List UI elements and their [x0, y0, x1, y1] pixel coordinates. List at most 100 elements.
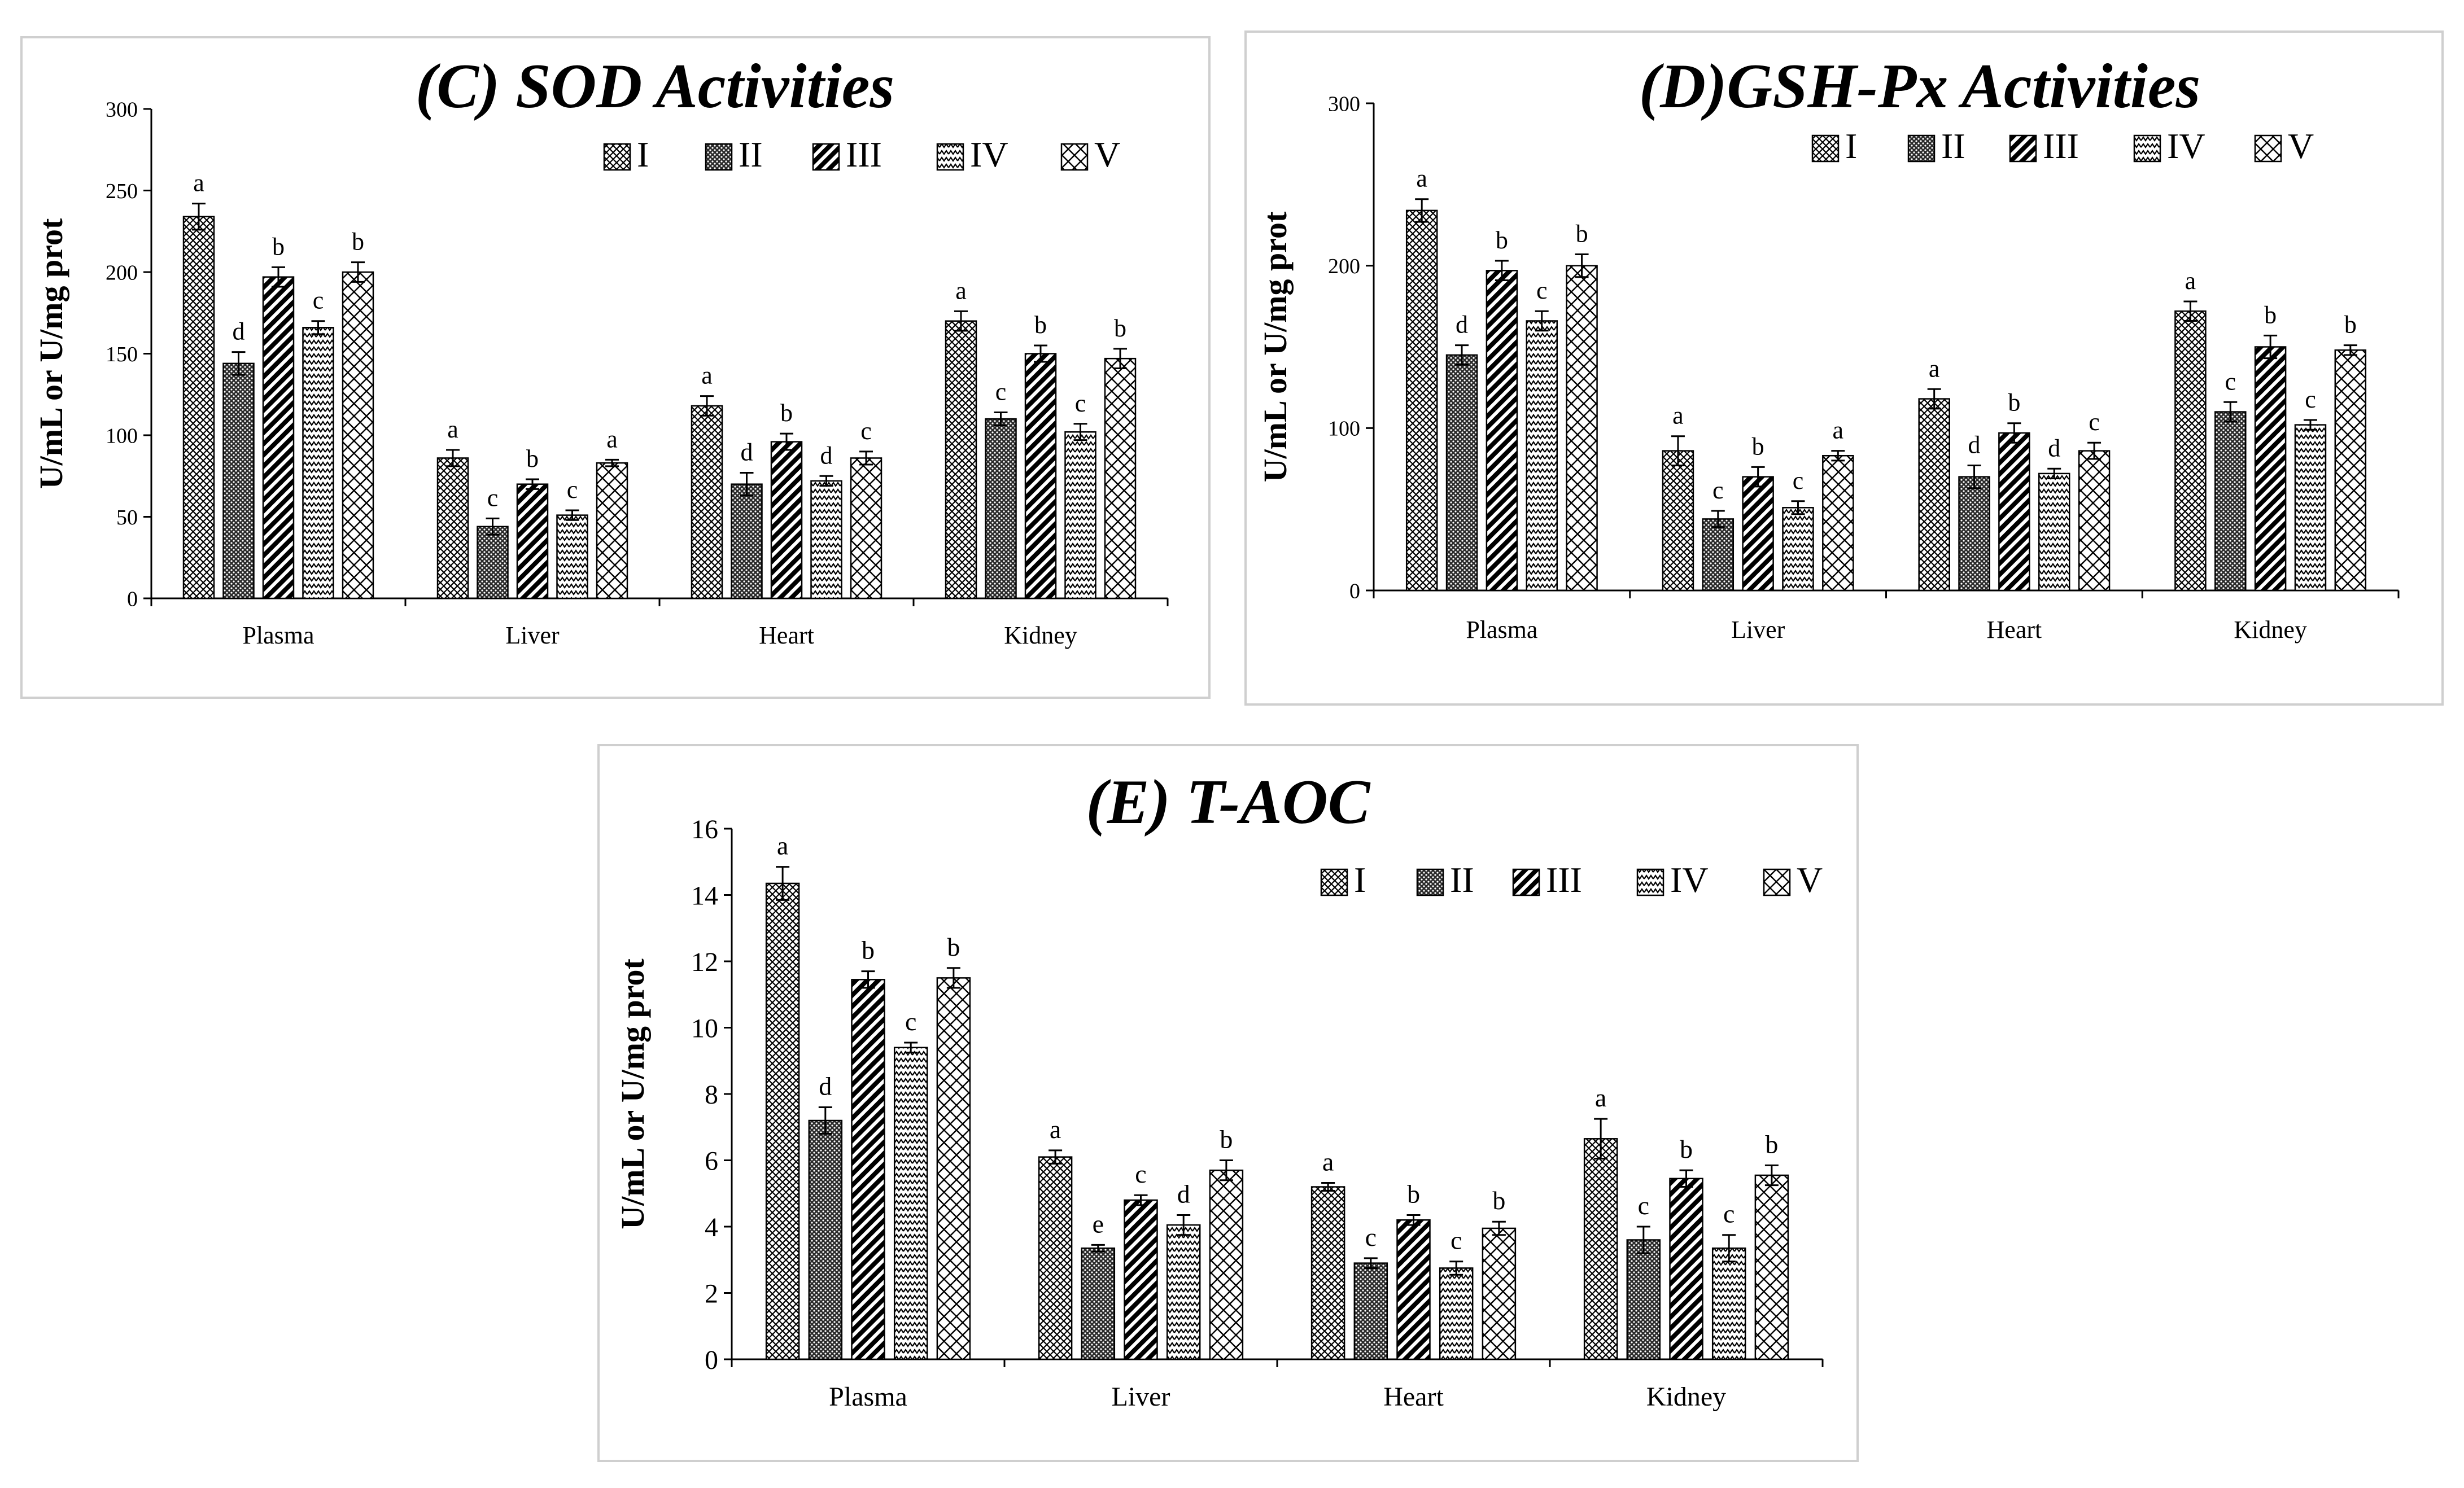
y-tick-label: 0	[1349, 579, 1360, 603]
y-axis-label: U/mL or U/mg prot	[1257, 211, 1294, 482]
y-tick-label: 16	[691, 815, 718, 844]
bar-iv-plasma	[302, 327, 334, 599]
bar-v-heart	[850, 457, 883, 599]
legend-swatch-ii	[1416, 868, 1444, 896]
bar-ii-plasma	[1445, 354, 1478, 592]
bar-iii-liver	[1742, 476, 1774, 592]
significance-letter: b	[780, 399, 793, 427]
legend-swatch-i	[1320, 868, 1348, 896]
legend-swatch-iv	[2133, 134, 2161, 163]
bar-v-kidney	[1754, 1174, 1789, 1360]
significance-letter: b	[947, 933, 960, 961]
significance-letter: b	[1114, 314, 1126, 342]
significance-letter: a	[701, 362, 713, 389]
significance-letter: b	[526, 445, 539, 472]
significance-letter: d	[1968, 431, 1981, 458]
x-tick-label-heart: Heart	[1383, 1382, 1444, 1412]
legend-swatch-v	[2254, 134, 2282, 163]
bar-iv-kidney	[1711, 1247, 1746, 1360]
y-tick-label: 200	[1328, 255, 1360, 278]
legend: I II III IV V	[603, 134, 1120, 174]
y-axis-label: U/mL or U/mg prot	[614, 959, 651, 1229]
bar-iii-kidney	[1024, 353, 1057, 599]
bar-i-plasma	[182, 216, 215, 599]
significance-letter: c	[2225, 367, 2236, 395]
bar-v-kidney	[1104, 357, 1137, 599]
significance-letter: c	[2089, 408, 2100, 436]
bar-i-heart	[1918, 398, 1950, 592]
bar-v-liver	[1822, 454, 1854, 592]
bar-iv-plasma	[1526, 320, 1558, 592]
significance-letter: a	[955, 277, 967, 304]
bar-i-plasma	[1405, 209, 1438, 592]
significance-letter: e	[1093, 1209, 1104, 1238]
significance-letter: c	[487, 484, 499, 511]
bar-i-kidney	[945, 320, 977, 599]
chart-title: (E) T-AOC	[1086, 767, 1370, 837]
bar-iv-kidney	[1064, 431, 1096, 599]
x-tick-label-heart: Heart	[1987, 616, 2042, 644]
bar-v-liver	[1209, 1169, 1244, 1360]
bar-iv-plasma	[893, 1047, 928, 1360]
y-tick-label: 6	[705, 1146, 718, 1176]
bar-ii-heart	[731, 483, 763, 599]
legend-label-iii: III	[846, 134, 882, 174]
legend-label-ii: II	[1941, 126, 1965, 166]
x-tick-label-plasma: Plasma	[242, 622, 314, 649]
significance-letter: b	[2344, 311, 2357, 339]
significance-letter: a	[606, 425, 618, 453]
significance-letter: a	[1050, 1115, 1061, 1144]
significance-letter: c	[995, 378, 1007, 406]
legend-label-v: V	[1797, 860, 1823, 900]
bar-i-liver	[1038, 1156, 1073, 1360]
significance-letter: c	[1793, 467, 1804, 494]
x-tick-label-kidney: Kidney	[2234, 616, 2307, 644]
significance-letter: b	[272, 233, 285, 260]
bar-v-plasma	[1566, 265, 1598, 592]
legend-swatch-i	[603, 143, 631, 171]
significance-letter: c	[1075, 389, 1086, 417]
bar-i-heart	[691, 405, 723, 599]
significance-letter: d	[233, 318, 245, 345]
bar-i-kidney	[2174, 310, 2207, 592]
significance-letter: a	[1416, 165, 1427, 192]
bar-ii-plasma	[222, 362, 255, 599]
legend-swatch-ii	[1907, 134, 1936, 163]
significance-letter: b	[1034, 311, 1047, 339]
significance-letter: a	[2185, 267, 2196, 295]
significance-letter: c	[567, 476, 578, 504]
significance-letter: b	[352, 228, 364, 256]
significance-letter: c	[1135, 1159, 1146, 1188]
x-tick-label-kidney: Kidney	[1646, 1382, 1726, 1412]
x-tick-label-liver: Liver	[1731, 616, 1785, 644]
significance-letter: b	[862, 936, 875, 965]
significance-letter: a	[1672, 402, 1684, 430]
y-tick-label: 8	[705, 1080, 718, 1110]
significance-letter: d	[819, 1072, 832, 1101]
bar-ii-liver	[477, 526, 509, 599]
legend-swatch-iii	[812, 143, 840, 171]
bar-iii-liver	[516, 483, 549, 599]
legend-label-ii: II	[1450, 860, 1474, 900]
significance-letter: a	[1929, 355, 1940, 382]
bar-iv-heart	[2038, 472, 2070, 592]
chart-title: (D)GSH-Px Activities	[1639, 51, 2200, 121]
bar-iii-kidney	[2254, 346, 2287, 592]
y-tick-label: 0	[127, 587, 138, 611]
significance-letter: c	[1536, 277, 1548, 304]
y-tick-label: 14	[691, 881, 718, 911]
significance-letter: c	[1712, 476, 1724, 504]
legend-label-ii: II	[739, 134, 763, 174]
legend-label-iv: IV	[1670, 860, 1709, 900]
bar-ii-liver	[1702, 518, 1735, 592]
bar-iii-heart	[770, 441, 803, 599]
legend-label-iii: III	[1546, 860, 1582, 900]
legend: I II III IV V	[1320, 860, 1823, 900]
legend: I II III IV V	[1811, 126, 2314, 166]
x-tick-label-plasma: Plasma	[829, 1382, 907, 1412]
y-tick-label: 300	[1328, 92, 1360, 116]
x-tick-label-liver: Liver	[1112, 1382, 1170, 1412]
significance-letter: a	[777, 831, 788, 860]
chart-title: (C) SOD Activities	[416, 51, 894, 121]
